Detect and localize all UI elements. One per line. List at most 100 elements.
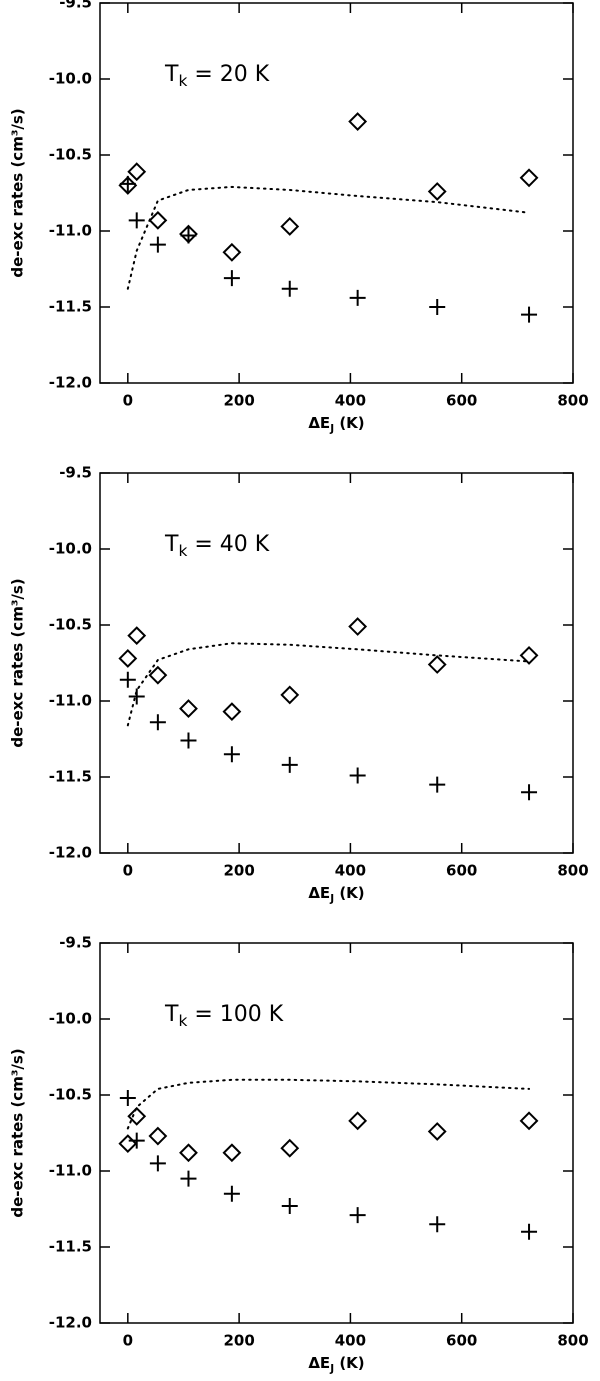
label-sub: J	[329, 893, 334, 905]
diamond-marker	[280, 685, 300, 705]
diamond-marker	[148, 665, 168, 685]
plus-marker	[180, 1170, 197, 1187]
label-main: ΔE	[308, 414, 330, 432]
x-tick-label: 400	[335, 862, 366, 880]
y-tick-label: -10.5	[49, 1086, 92, 1104]
plus-marker	[119, 175, 136, 192]
plus-marker	[119, 1090, 136, 1107]
diamond-marker	[118, 1134, 138, 1154]
x-tick-label: 600	[446, 392, 477, 410]
label-sub: J	[329, 423, 334, 435]
y-tick-label: -10.0	[49, 1010, 92, 1028]
label-rest: = 100 K	[187, 1002, 283, 1027]
diamond-marker	[427, 655, 447, 674]
diamond-marker	[222, 242, 242, 262]
y-axis-label: de-exc rates (cm³/s)	[9, 108, 27, 277]
x-tick-label: 200	[223, 392, 254, 410]
diamond-marker	[148, 210, 168, 230]
plus-marker	[223, 270, 240, 287]
diamond-marker	[222, 1143, 242, 1163]
y-tick-label: -12.0	[49, 1314, 92, 1332]
x-tick-label: 0	[123, 392, 133, 410]
annotation: Tk = 100 K	[164, 1002, 284, 1030]
y-tick-label: -10.5	[49, 146, 92, 164]
diamond-marker	[148, 1126, 168, 1146]
diamond-marker	[519, 168, 539, 188]
plus-marker	[429, 776, 446, 793]
diamond-marker	[427, 1122, 447, 1141]
plus-marker	[349, 767, 366, 784]
plus-marker	[349, 289, 366, 306]
diamond-marker	[127, 162, 147, 182]
plus-marker	[281, 280, 298, 297]
label-main: ΔE	[308, 1354, 330, 1372]
label-rest: (K)	[334, 1354, 365, 1372]
x-tick-label: 0	[123, 1332, 133, 1350]
label-sub: k	[178, 1012, 187, 1030]
x-tick-label: 800	[557, 392, 588, 410]
diamond-marker	[280, 217, 300, 236]
diamond-marker	[519, 645, 539, 665]
diamond-marker	[427, 182, 447, 201]
y-tick-label: -10.5	[49, 616, 92, 634]
diamond-marker	[280, 1138, 300, 1158]
plus-marker	[149, 1155, 166, 1172]
y-tick-label: -11.5	[49, 1238, 92, 1256]
plus-marker	[521, 784, 538, 801]
x-tick-label: 0	[123, 862, 133, 880]
x-tick-label: 400	[335, 392, 366, 410]
plus-marker	[180, 227, 197, 244]
plus-marker	[429, 299, 446, 315]
annotation: Tk = 20 K	[164, 62, 270, 90]
x-tick-label: 800	[557, 1332, 588, 1350]
label-sub: J	[329, 1363, 334, 1375]
y-tick-label: -12.0	[49, 844, 92, 862]
x-tick-label: 600	[446, 1332, 477, 1350]
plus-marker	[149, 714, 166, 731]
y-axis-label: de-exc rates (cm³/s)	[9, 1048, 27, 1217]
annotation: Tk = 40 K	[164, 532, 270, 560]
y-axis-label: de-exc rates (cm³/s)	[9, 578, 27, 747]
y-tick-label: -11.5	[49, 768, 92, 786]
plus-marker	[128, 1132, 145, 1149]
y-tick-label: -10.0	[49, 70, 92, 88]
diamond-marker	[348, 112, 368, 131]
label-sub: k	[178, 72, 187, 90]
plus-marker	[223, 1185, 240, 1202]
plus-marker	[349, 1207, 366, 1224]
plus-marker	[521, 1223, 538, 1240]
y-tick-label: -10.0	[49, 540, 92, 558]
x-axis-label: ΔEJ (K)	[308, 884, 364, 906]
plus-marker	[128, 688, 145, 705]
label-main: T	[164, 532, 179, 557]
label-main: T	[164, 1002, 179, 1027]
diamond-marker	[179, 1143, 198, 1163]
y-tick-label: -9.5	[59, 0, 92, 12]
plot-frame	[99, 472, 574, 854]
y-tick-label: -11.5	[49, 298, 92, 316]
x-tick-label: 800	[557, 862, 588, 880]
plus-marker	[281, 1197, 298, 1214]
x-tick-label: 600	[446, 862, 477, 880]
x-tick-label: 200	[223, 1332, 254, 1350]
y-tick-label: -11.0	[49, 222, 92, 240]
plus-marker	[149, 236, 166, 253]
dotted-line	[126, 1078, 531, 1130]
diamond-marker	[179, 699, 198, 719]
plus-marker	[128, 212, 145, 229]
diamond-marker	[127, 1106, 147, 1126]
y-tick-label: -12.0	[49, 374, 92, 392]
x-axis-label: ΔEJ (K)	[308, 414, 364, 436]
dotted-line	[126, 642, 531, 727]
label-rest: (K)	[334, 884, 365, 902]
label-rest: = 40 K	[187, 532, 269, 557]
dotted-line	[126, 185, 531, 290]
plus-marker	[223, 746, 240, 763]
plus-marker	[281, 756, 298, 773]
plus-marker	[180, 732, 197, 749]
label-main: ΔE	[308, 884, 330, 902]
diamond-marker	[519, 1111, 539, 1131]
plus-marker	[521, 306, 538, 323]
plot-frame	[99, 2, 574, 384]
